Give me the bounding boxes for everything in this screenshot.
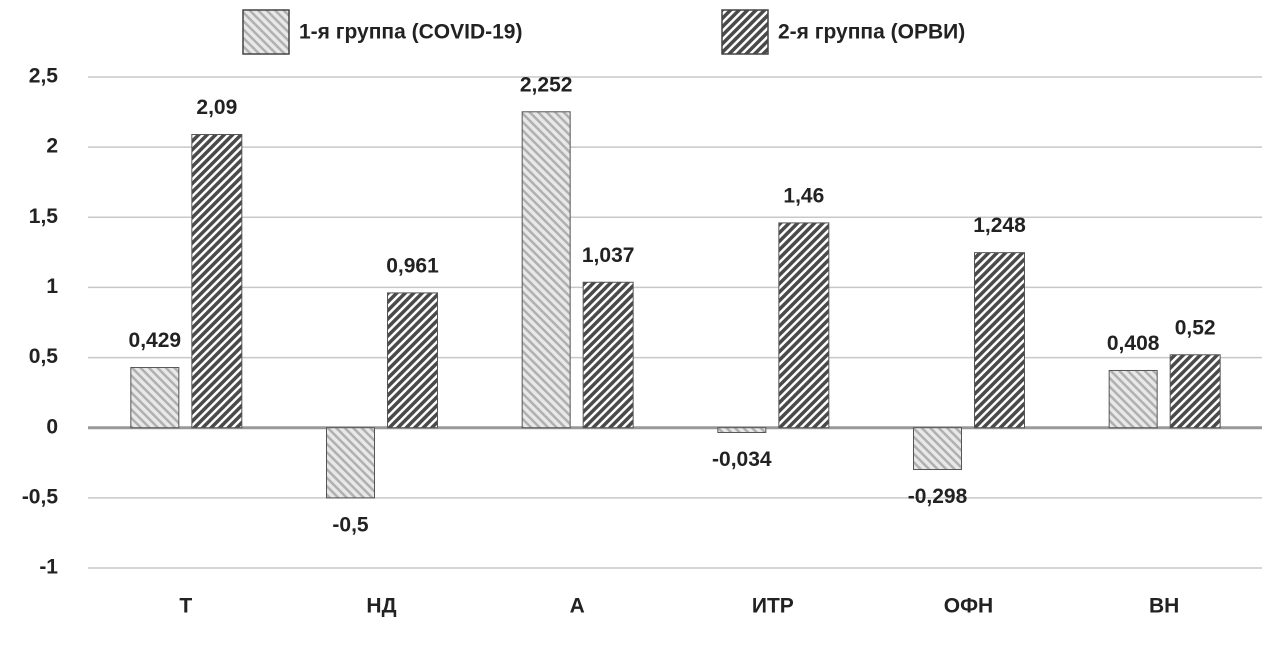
value-label: -0,5 [332, 513, 369, 536]
y-tick-label: 0 [46, 415, 58, 438]
value-label: 0,961 [386, 254, 439, 277]
value-label: 2,09 [196, 96, 237, 119]
legend-label: 1-я группа (COVID-19) [299, 21, 522, 44]
bar [913, 427, 962, 471]
x-tick-label: ИТР [752, 595, 794, 618]
bar [717, 427, 767, 433]
y-tick-label: -1 [39, 556, 58, 579]
x-tick-label: Т [179, 595, 192, 618]
x-tick-label: ВН [1149, 595, 1179, 618]
y-tick-label: -0,5 [22, 485, 59, 508]
legend-label: 2-я группа (ОРВИ) [778, 21, 965, 44]
value-label: 1,248 [973, 214, 1026, 237]
y-tick-label: 2 [46, 135, 58, 158]
value-label: 0,52 [1175, 316, 1216, 339]
value-label: -0,298 [908, 485, 968, 508]
bar [974, 252, 1025, 429]
value-label: 1,037 [582, 244, 635, 267]
x-tick-label: НД [366, 595, 396, 618]
bar [387, 292, 438, 429]
bar [1108, 369, 1158, 429]
legend-swatch [242, 9, 290, 55]
y-tick-label: 2,5 [29, 65, 59, 88]
bar [582, 281, 634, 429]
bar [130, 367, 180, 429]
y-tick-label: 1,5 [29, 205, 59, 228]
y-tick-label: 0,5 [29, 345, 59, 368]
value-label: 2,252 [520, 73, 573, 96]
legend-swatch [721, 9, 769, 55]
value-label: 0,408 [1107, 332, 1160, 355]
bar [191, 134, 243, 429]
value-label: 0,429 [129, 329, 182, 352]
value-label: -0,034 [712, 448, 772, 471]
x-tick-label: А [570, 595, 585, 618]
y-tick-label: 1 [46, 275, 58, 298]
bar [326, 427, 375, 499]
bar [778, 222, 830, 429]
bar [521, 111, 571, 429]
value-label: 1,46 [783, 184, 824, 207]
x-tick-label: ОФН [944, 595, 993, 618]
bar [1169, 354, 1221, 429]
